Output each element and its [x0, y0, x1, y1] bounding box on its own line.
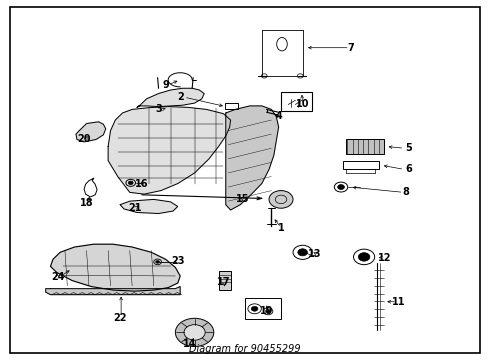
Text: 23: 23 — [171, 256, 185, 266]
Text: 14: 14 — [183, 339, 196, 349]
Polygon shape — [46, 287, 180, 294]
Text: 5: 5 — [405, 143, 412, 153]
Text: 13: 13 — [308, 249, 321, 259]
Polygon shape — [226, 106, 279, 210]
Text: 12: 12 — [377, 253, 391, 262]
Polygon shape — [108, 107, 231, 194]
Bar — [219, 271, 231, 290]
Text: 8: 8 — [402, 187, 409, 197]
Text: 4: 4 — [275, 112, 282, 121]
Circle shape — [298, 249, 307, 256]
Text: 7: 7 — [347, 43, 354, 53]
Circle shape — [358, 253, 370, 261]
Text: 17: 17 — [217, 277, 230, 287]
Polygon shape — [137, 88, 204, 108]
Text: 1: 1 — [278, 222, 284, 233]
Bar — [343, 161, 379, 170]
Text: 6: 6 — [405, 165, 412, 174]
Bar — [245, 298, 281, 319]
Circle shape — [338, 185, 344, 189]
Circle shape — [251, 306, 258, 311]
Text: 20: 20 — [77, 134, 91, 144]
Circle shape — [156, 260, 160, 263]
Bar — [346, 139, 384, 154]
Circle shape — [184, 325, 205, 340]
Text: 11: 11 — [392, 297, 405, 307]
Circle shape — [175, 318, 214, 347]
Text: 18: 18 — [80, 198, 94, 208]
Circle shape — [269, 190, 293, 208]
Text: 15: 15 — [236, 194, 249, 204]
Text: 21: 21 — [128, 203, 141, 213]
Bar — [281, 92, 312, 111]
Text: 10: 10 — [296, 99, 309, 109]
Polygon shape — [120, 199, 178, 213]
Bar — [225, 103, 238, 109]
Text: 2: 2 — [177, 92, 184, 102]
Text: 19: 19 — [260, 306, 273, 315]
Text: Diagram for 90455299: Diagram for 90455299 — [189, 343, 301, 354]
Text: 24: 24 — [51, 272, 65, 282]
Polygon shape — [50, 244, 180, 291]
Text: 16: 16 — [135, 179, 148, 189]
Polygon shape — [76, 122, 106, 142]
Circle shape — [128, 181, 133, 185]
Text: 22: 22 — [113, 312, 127, 323]
Text: 9: 9 — [162, 80, 169, 90]
Text: 3: 3 — [155, 104, 162, 114]
Circle shape — [266, 310, 270, 313]
